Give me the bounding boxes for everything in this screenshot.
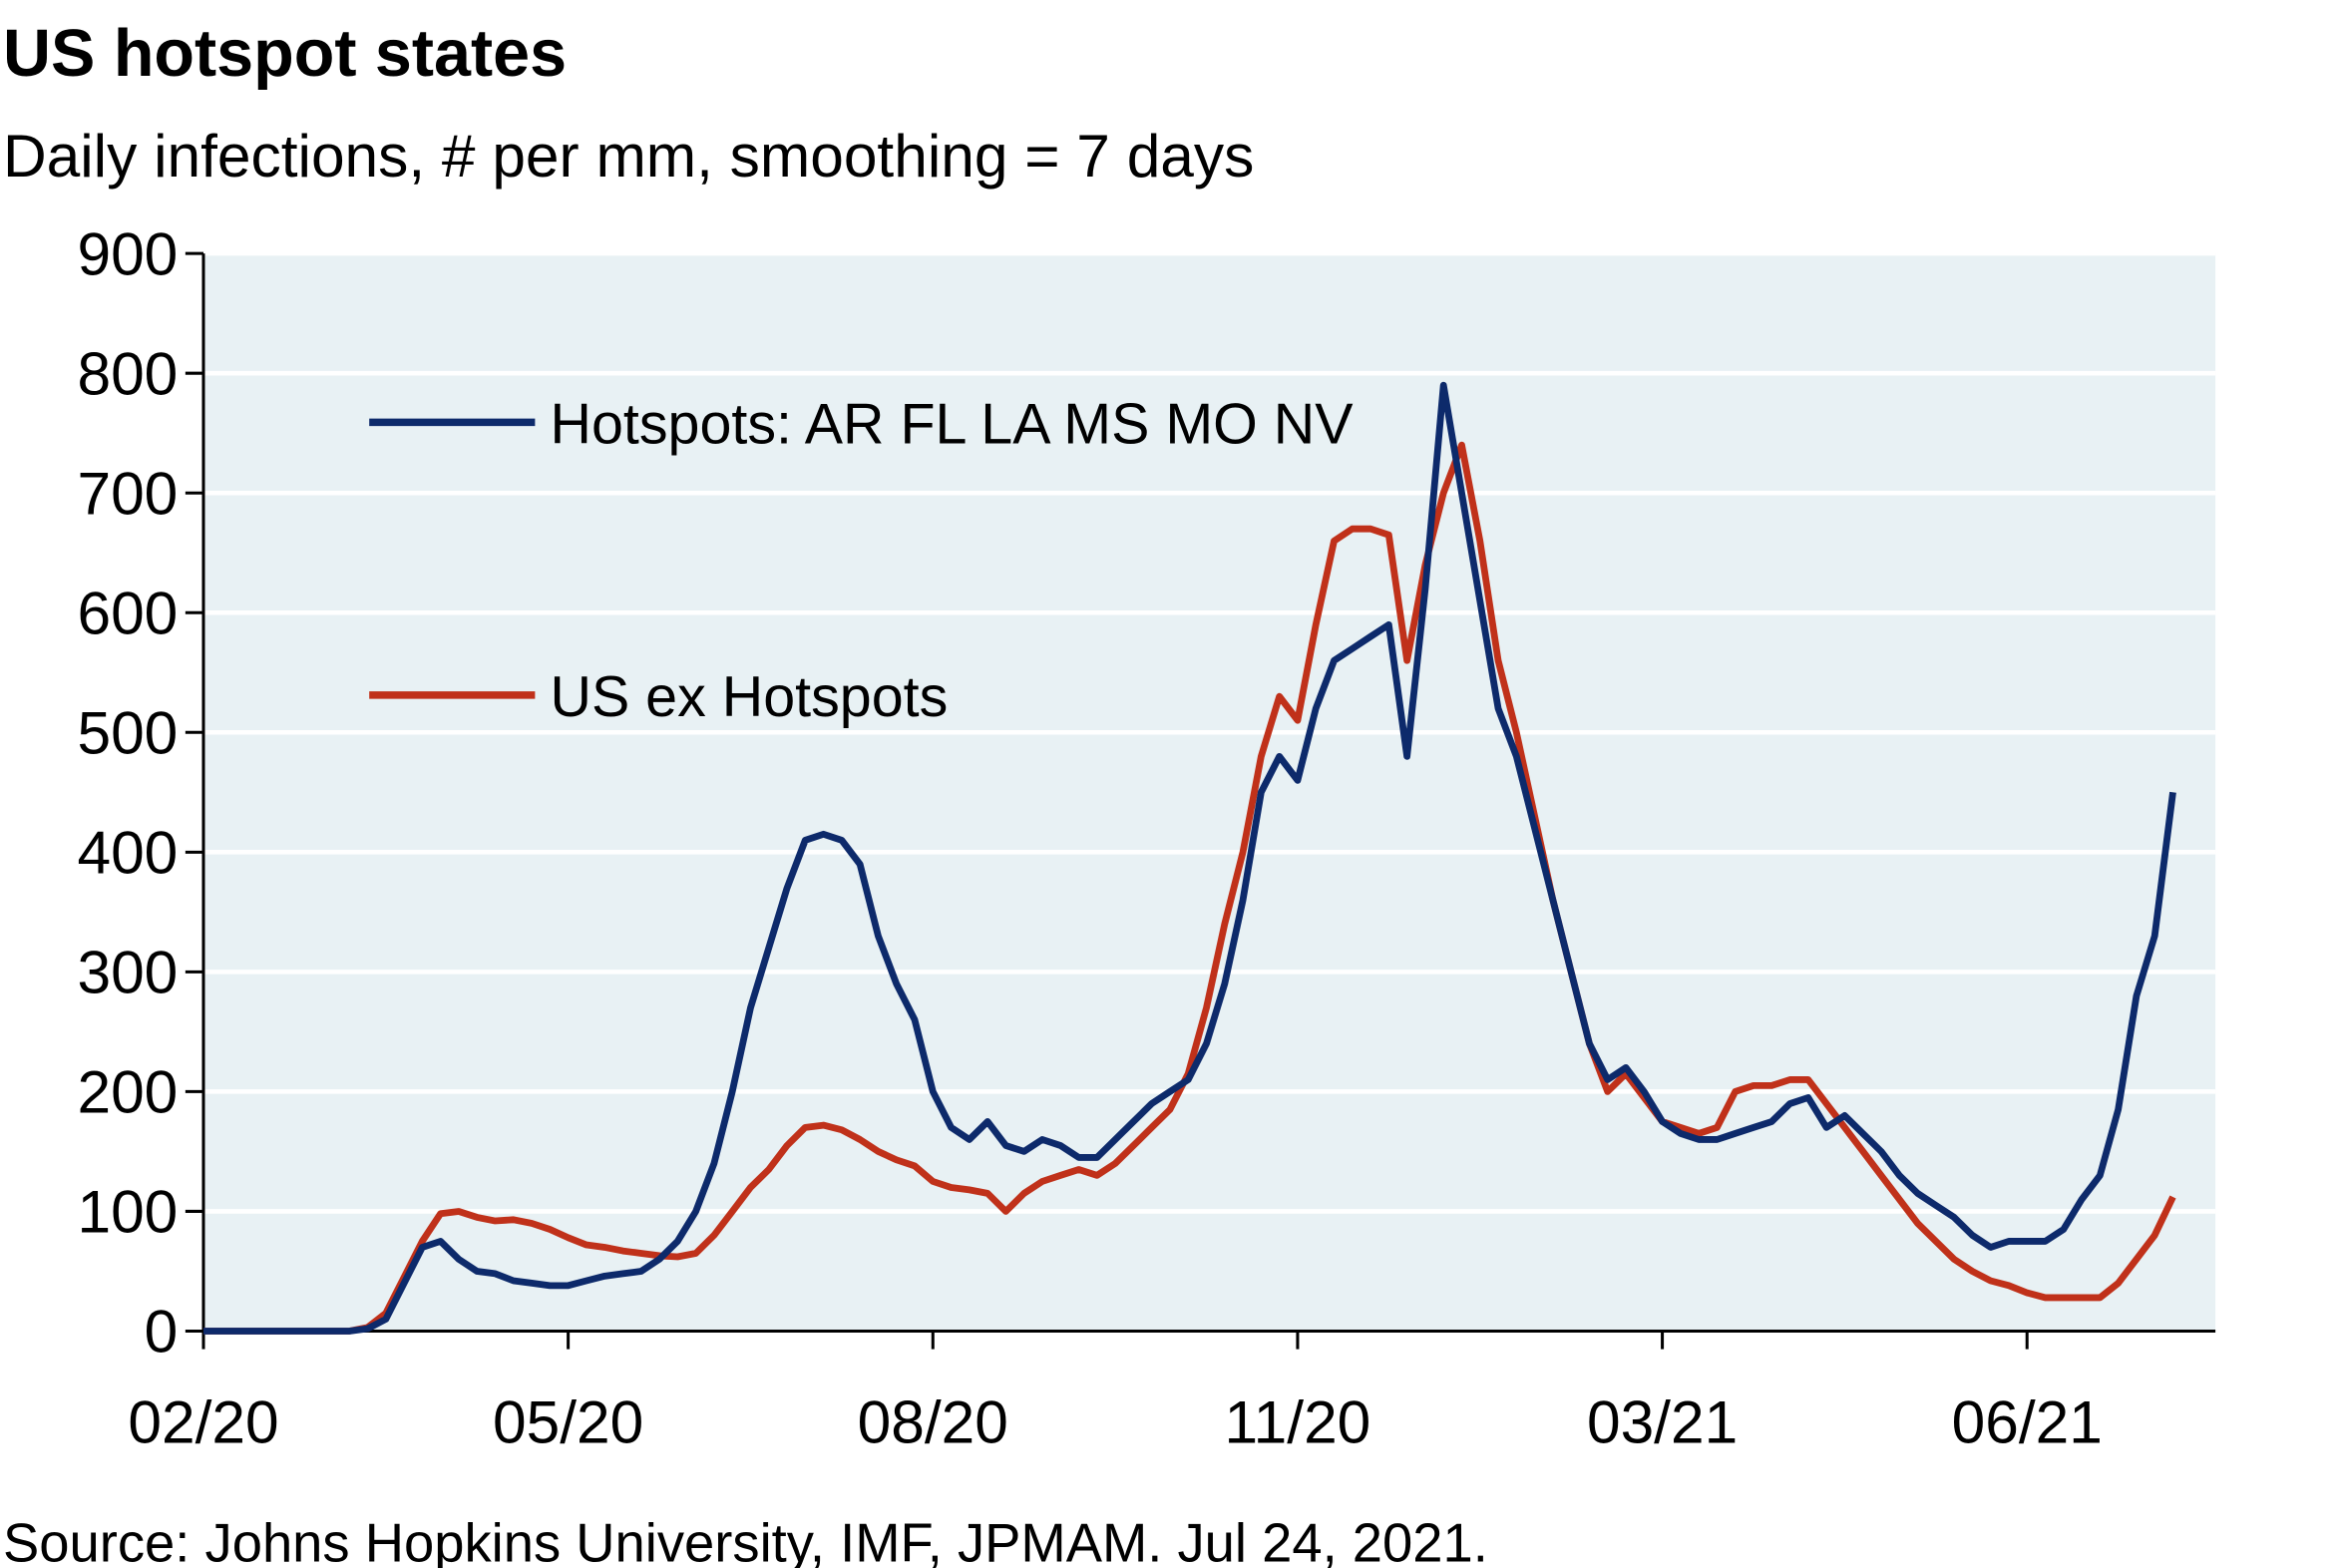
y-tick-label: 0 [145, 1298, 179, 1366]
y-tick-label: 900 [77, 219, 178, 287]
y-tick-label: 600 [77, 579, 178, 646]
x-tick-label: 03/21 [1587, 1387, 1738, 1455]
y-tick-label: 100 [77, 1178, 178, 1246]
y-tick-label: 500 [77, 698, 178, 766]
x-tick-label: 05/20 [493, 1387, 643, 1455]
series-line [202, 381, 2176, 1335]
x-tick-label: 02/20 [128, 1387, 278, 1455]
y-tick-label: 400 [77, 818, 178, 886]
legend-label: Hotspots: AR FL LA MS MO NV [550, 393, 1354, 457]
y-tick-label: 700 [77, 459, 178, 527]
chart-subtitle: Daily infections, # per mm, smoothing = … [3, 122, 1254, 190]
source-note: Source: Johns Hopkins University, IMF, J… [3, 1513, 1488, 1568]
legend-label: US ex Hotspots [550, 665, 948, 729]
x-tick-label: 06/21 [1952, 1387, 2103, 1455]
y-tick-label: 300 [77, 939, 178, 1006]
y-tick-label: 800 [77, 339, 178, 407]
x-tick-label: 11/20 [1225, 1387, 1371, 1455]
x-tick-label: 08/20 [858, 1387, 1008, 1455]
chart-title: US hotspot states [3, 17, 567, 91]
y-tick-label: 200 [77, 1058, 178, 1126]
